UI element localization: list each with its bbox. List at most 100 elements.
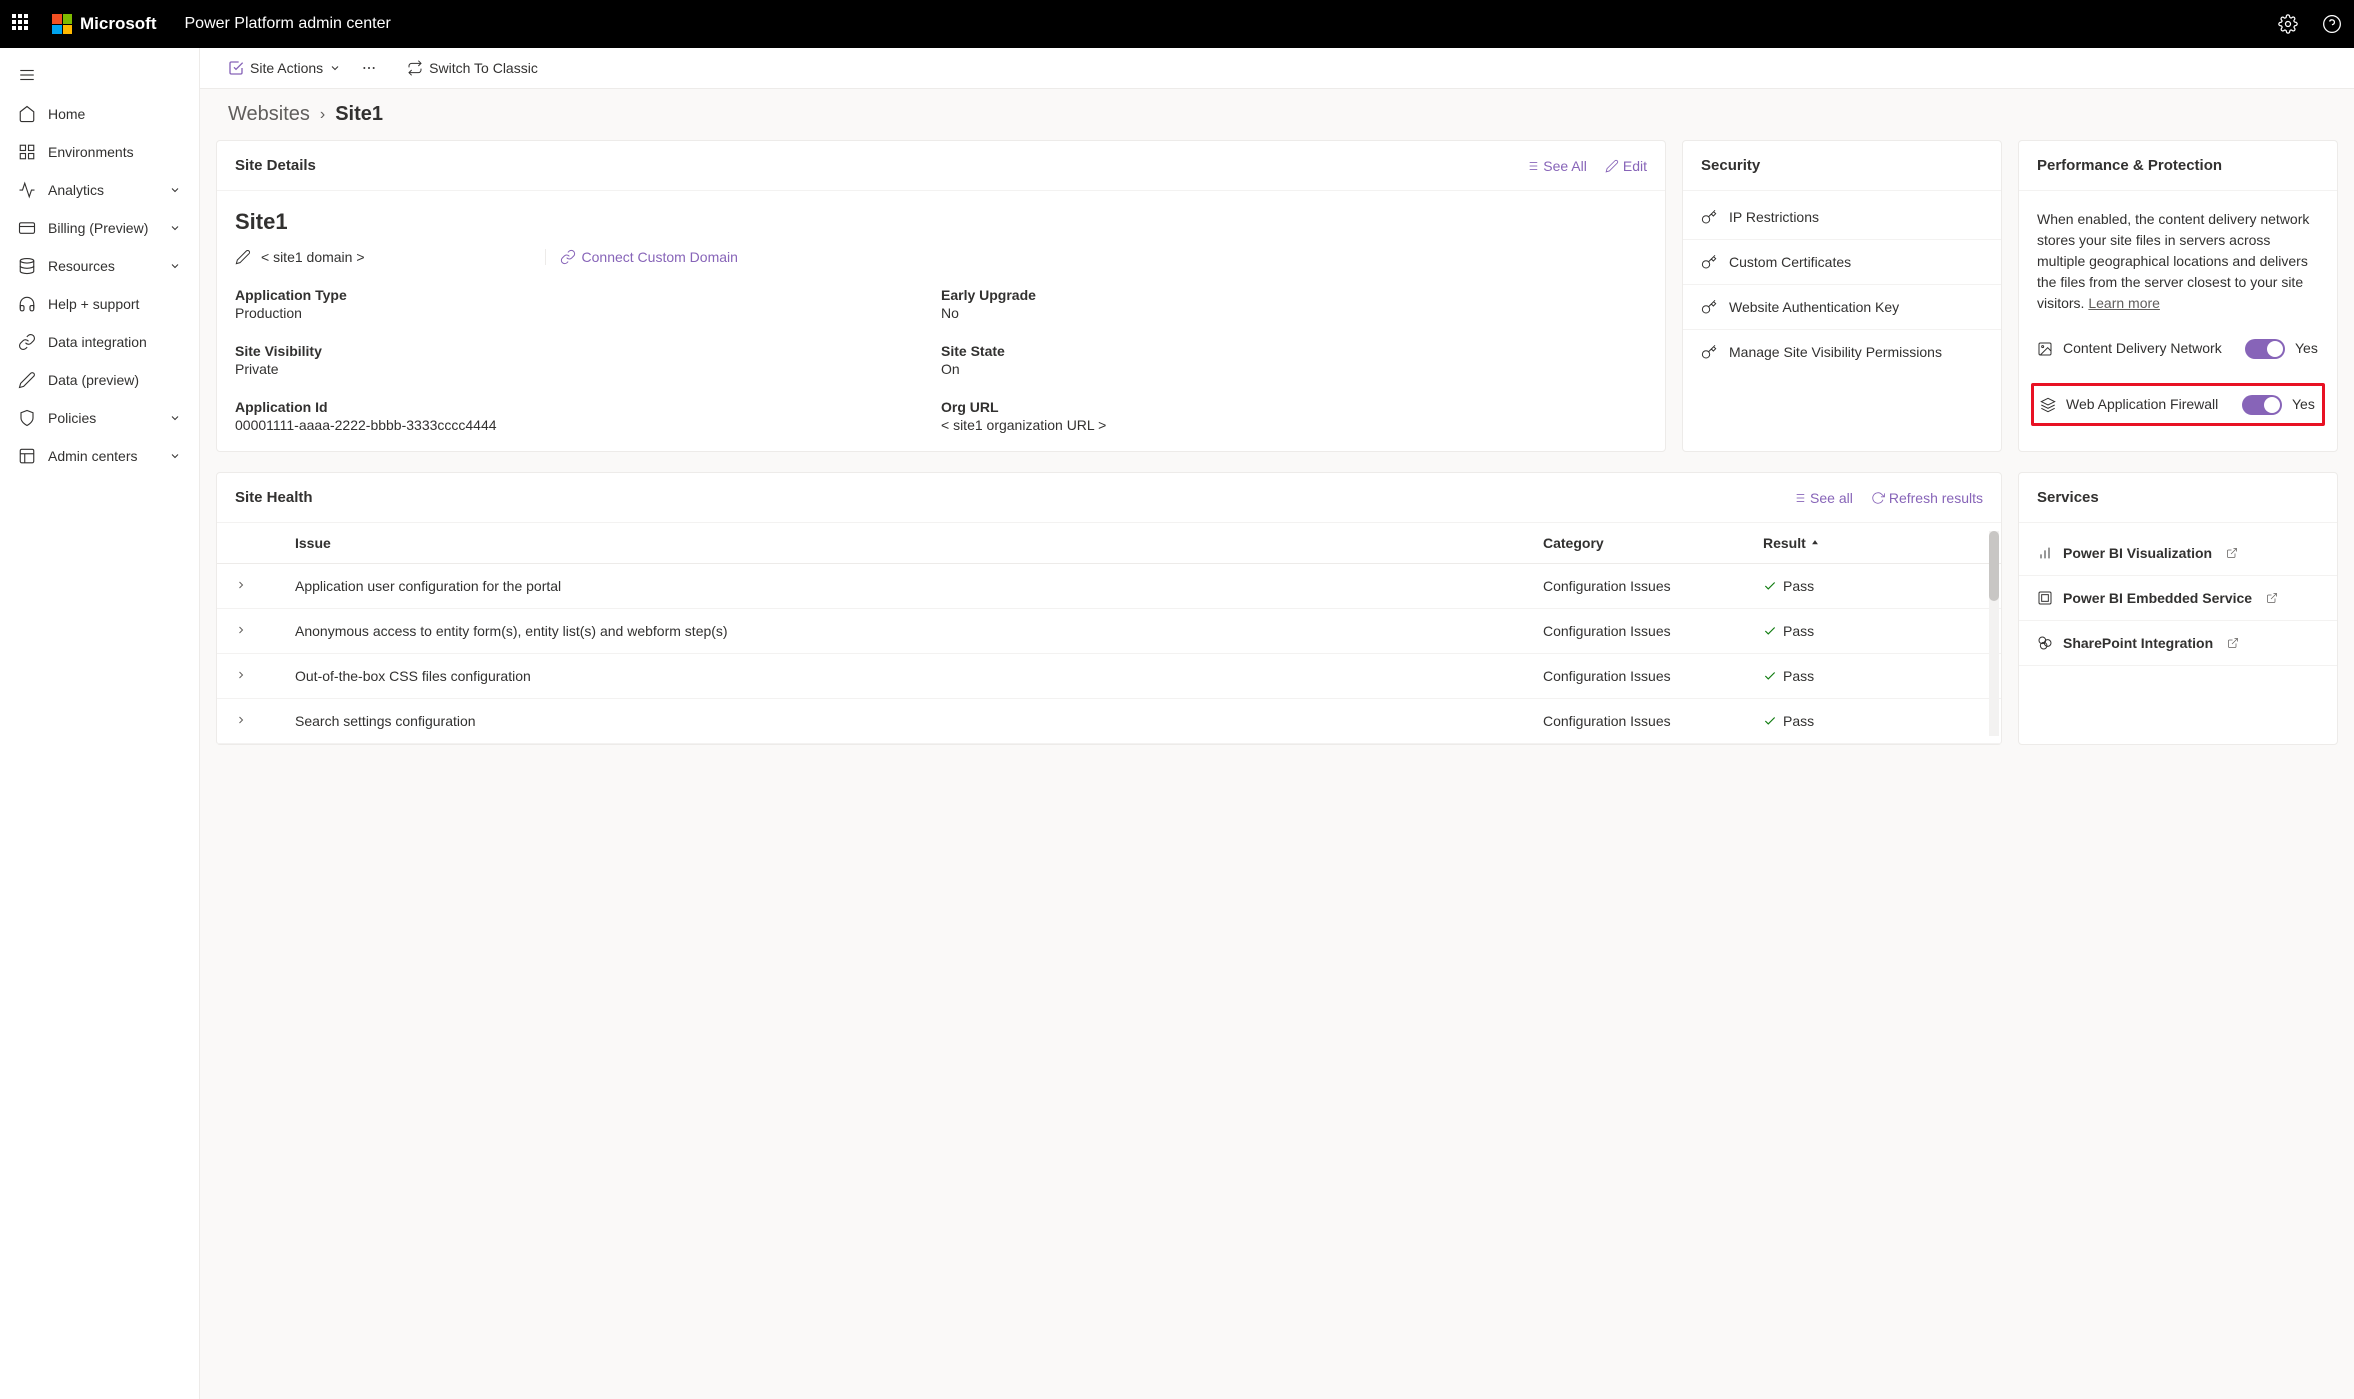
check-icon [1763, 714, 1777, 728]
issue-cell: Search settings configuration [295, 713, 1543, 729]
sidebar-item-label: Home [48, 106, 85, 122]
security-item-label: Manage Site Visibility Permissions [1729, 344, 1942, 360]
col-issue[interactable]: Issue [295, 535, 1543, 551]
app-launcher-icon[interactable] [12, 14, 32, 34]
health-row: Anonymous access to entity form(s), enti… [217, 609, 2001, 654]
sidebar-item-label: Help + support [48, 296, 139, 312]
hamburger-icon[interactable] [0, 58, 199, 95]
sidebar-item-data-integration[interactable]: Data integration [0, 323, 199, 361]
site-actions-button[interactable]: Site Actions [228, 60, 341, 76]
sidebar-item-data-preview[interactable]: Data (preview) [0, 361, 199, 399]
connect-domain-button[interactable]: Connect Custom Domain [545, 249, 738, 265]
waf-toggle[interactable] [2242, 395, 2282, 415]
sidebar-item-label: Resources [48, 258, 115, 274]
col-result[interactable]: Result [1763, 535, 1963, 551]
result-cell: Pass [1763, 713, 1963, 729]
sidebar-item-billing[interactable]: Billing (Preview) [0, 209, 199, 247]
see-all-button[interactable]: See All [1525, 158, 1587, 174]
early-upgrade-label: Early Upgrade [941, 287, 1647, 303]
service-item-label: SharePoint Integration [2063, 635, 2213, 651]
sidebar-item-home[interactable]: Home [0, 95, 199, 133]
refresh-button[interactable]: Refresh results [1871, 490, 1983, 506]
edit-button[interactable]: Edit [1605, 158, 1647, 174]
sort-arrow-icon [1810, 538, 1820, 548]
help-icon[interactable] [2322, 14, 2342, 34]
edit-label: Edit [1623, 158, 1647, 174]
app-id-value: 00001111-aaaa-2222-bbbb-3333cccc4444 [235, 417, 941, 433]
service-item-powerbi-viz[interactable]: Power BI Visualization [2019, 531, 2337, 576]
security-item-label: IP Restrictions [1729, 209, 1819, 225]
site-health-card: Site Health See all Refresh results [216, 472, 2002, 745]
brand-text: Microsoft [80, 14, 157, 34]
waf-state: Yes [2292, 394, 2316, 415]
site-actions-label: Site Actions [250, 60, 323, 76]
expand-row-button[interactable] [235, 623, 295, 639]
app-title: Power Platform admin center [185, 15, 391, 33]
result-cell: Pass [1763, 623, 1963, 639]
external-link-icon [2226, 547, 2238, 559]
security-item-ip[interactable]: IP Restrictions [1683, 195, 2001, 240]
breadcrumb-root[interactable]: Websites [228, 103, 310, 126]
sidebar-item-label: Admin centers [48, 448, 137, 464]
cdn-label: Content Delivery Network [2063, 338, 2235, 359]
more-actions-button[interactable] [361, 60, 377, 76]
switch-classic-button[interactable]: Switch To Classic [407, 60, 538, 76]
waf-toggle-row: Web Application Firewall Yes [2031, 383, 2325, 426]
col-category[interactable]: Category [1543, 535, 1763, 551]
chevron-down-icon [169, 450, 181, 462]
breadcrumb: Websites › Site1 [200, 89, 2354, 140]
app-type-value: Production [235, 305, 941, 321]
service-item-powerbi-embed[interactable]: Power BI Embedded Service [2019, 576, 2337, 621]
sidebar-item-analytics[interactable]: Analytics [0, 171, 199, 209]
key-icon [1701, 254, 1717, 270]
sidebar-item-help[interactable]: Help + support [0, 285, 199, 323]
cdn-toggle[interactable] [2245, 339, 2285, 359]
sidebar-item-label: Policies [48, 410, 96, 426]
chevron-down-icon [169, 184, 181, 196]
sidebar-item-label: Data integration [48, 334, 147, 350]
connect-domain-label: Connect Custom Domain [582, 249, 738, 265]
visibility-label: Site Visibility [235, 343, 941, 359]
issue-cell: Anonymous access to entity form(s), enti… [295, 623, 1543, 639]
state-label: Site State [941, 343, 1647, 359]
category-cell: Configuration Issues [1543, 713, 1763, 729]
health-row: Application user configuration for the p… [217, 564, 2001, 609]
see-all-health-button[interactable]: See all [1792, 490, 1853, 506]
services-title: Services [2037, 489, 2099, 506]
breadcrumb-current: Site1 [335, 103, 383, 126]
security-item-visibility[interactable]: Manage Site Visibility Permissions [1683, 330, 2001, 374]
issue-cell: Application user configuration for the p… [295, 578, 1543, 594]
health-table-header: Issue Category Result [217, 523, 2001, 564]
expand-row-button[interactable] [235, 578, 295, 594]
scrollbar-thumb[interactable] [1989, 531, 1999, 601]
breadcrumb-separator: › [320, 106, 325, 124]
sidebar-item-policies[interactable]: Policies [0, 399, 199, 437]
site-details-title: Site Details [235, 157, 316, 174]
pencil-icon[interactable] [235, 249, 251, 265]
sidebar-item-environments[interactable]: Environments [0, 133, 199, 171]
issue-cell: Out-of-the-box CSS files configuration [295, 668, 1543, 684]
cdn-icon [2037, 341, 2053, 357]
embed-icon [2037, 590, 2053, 606]
security-title: Security [1701, 157, 1760, 174]
sidebar-item-admin-centers[interactable]: Admin centers [0, 437, 199, 475]
sidebar: Home Environments Analytics Billing (Pre… [0, 48, 200, 1399]
key-icon [1701, 344, 1717, 360]
performance-title: Performance & Protection [2037, 157, 2222, 174]
services-card: Services Power BI Visualization Power BI… [2018, 472, 2338, 745]
visibility-value: Private [235, 361, 941, 377]
sidebar-item-resources[interactable]: Resources [0, 247, 199, 285]
sharepoint-icon [2037, 635, 2053, 651]
expand-row-button[interactable] [235, 668, 295, 684]
org-url-value: < site1 organization URL > [941, 417, 1647, 433]
learn-more-link[interactable]: Learn more [2088, 295, 2160, 311]
service-item-sharepoint[interactable]: SharePoint Integration [2019, 621, 2337, 666]
top-header: Microsoft Power Platform admin center [0, 0, 2354, 48]
gear-icon[interactable] [2278, 14, 2298, 34]
cdn-state: Yes [2295, 338, 2319, 359]
security-item-authkey[interactable]: Website Authentication Key [1683, 285, 2001, 330]
service-item-label: Power BI Visualization [2063, 545, 2212, 561]
expand-row-button[interactable] [235, 713, 295, 729]
security-item-cert[interactable]: Custom Certificates [1683, 240, 2001, 285]
scrollbar-track[interactable] [1989, 531, 1999, 736]
